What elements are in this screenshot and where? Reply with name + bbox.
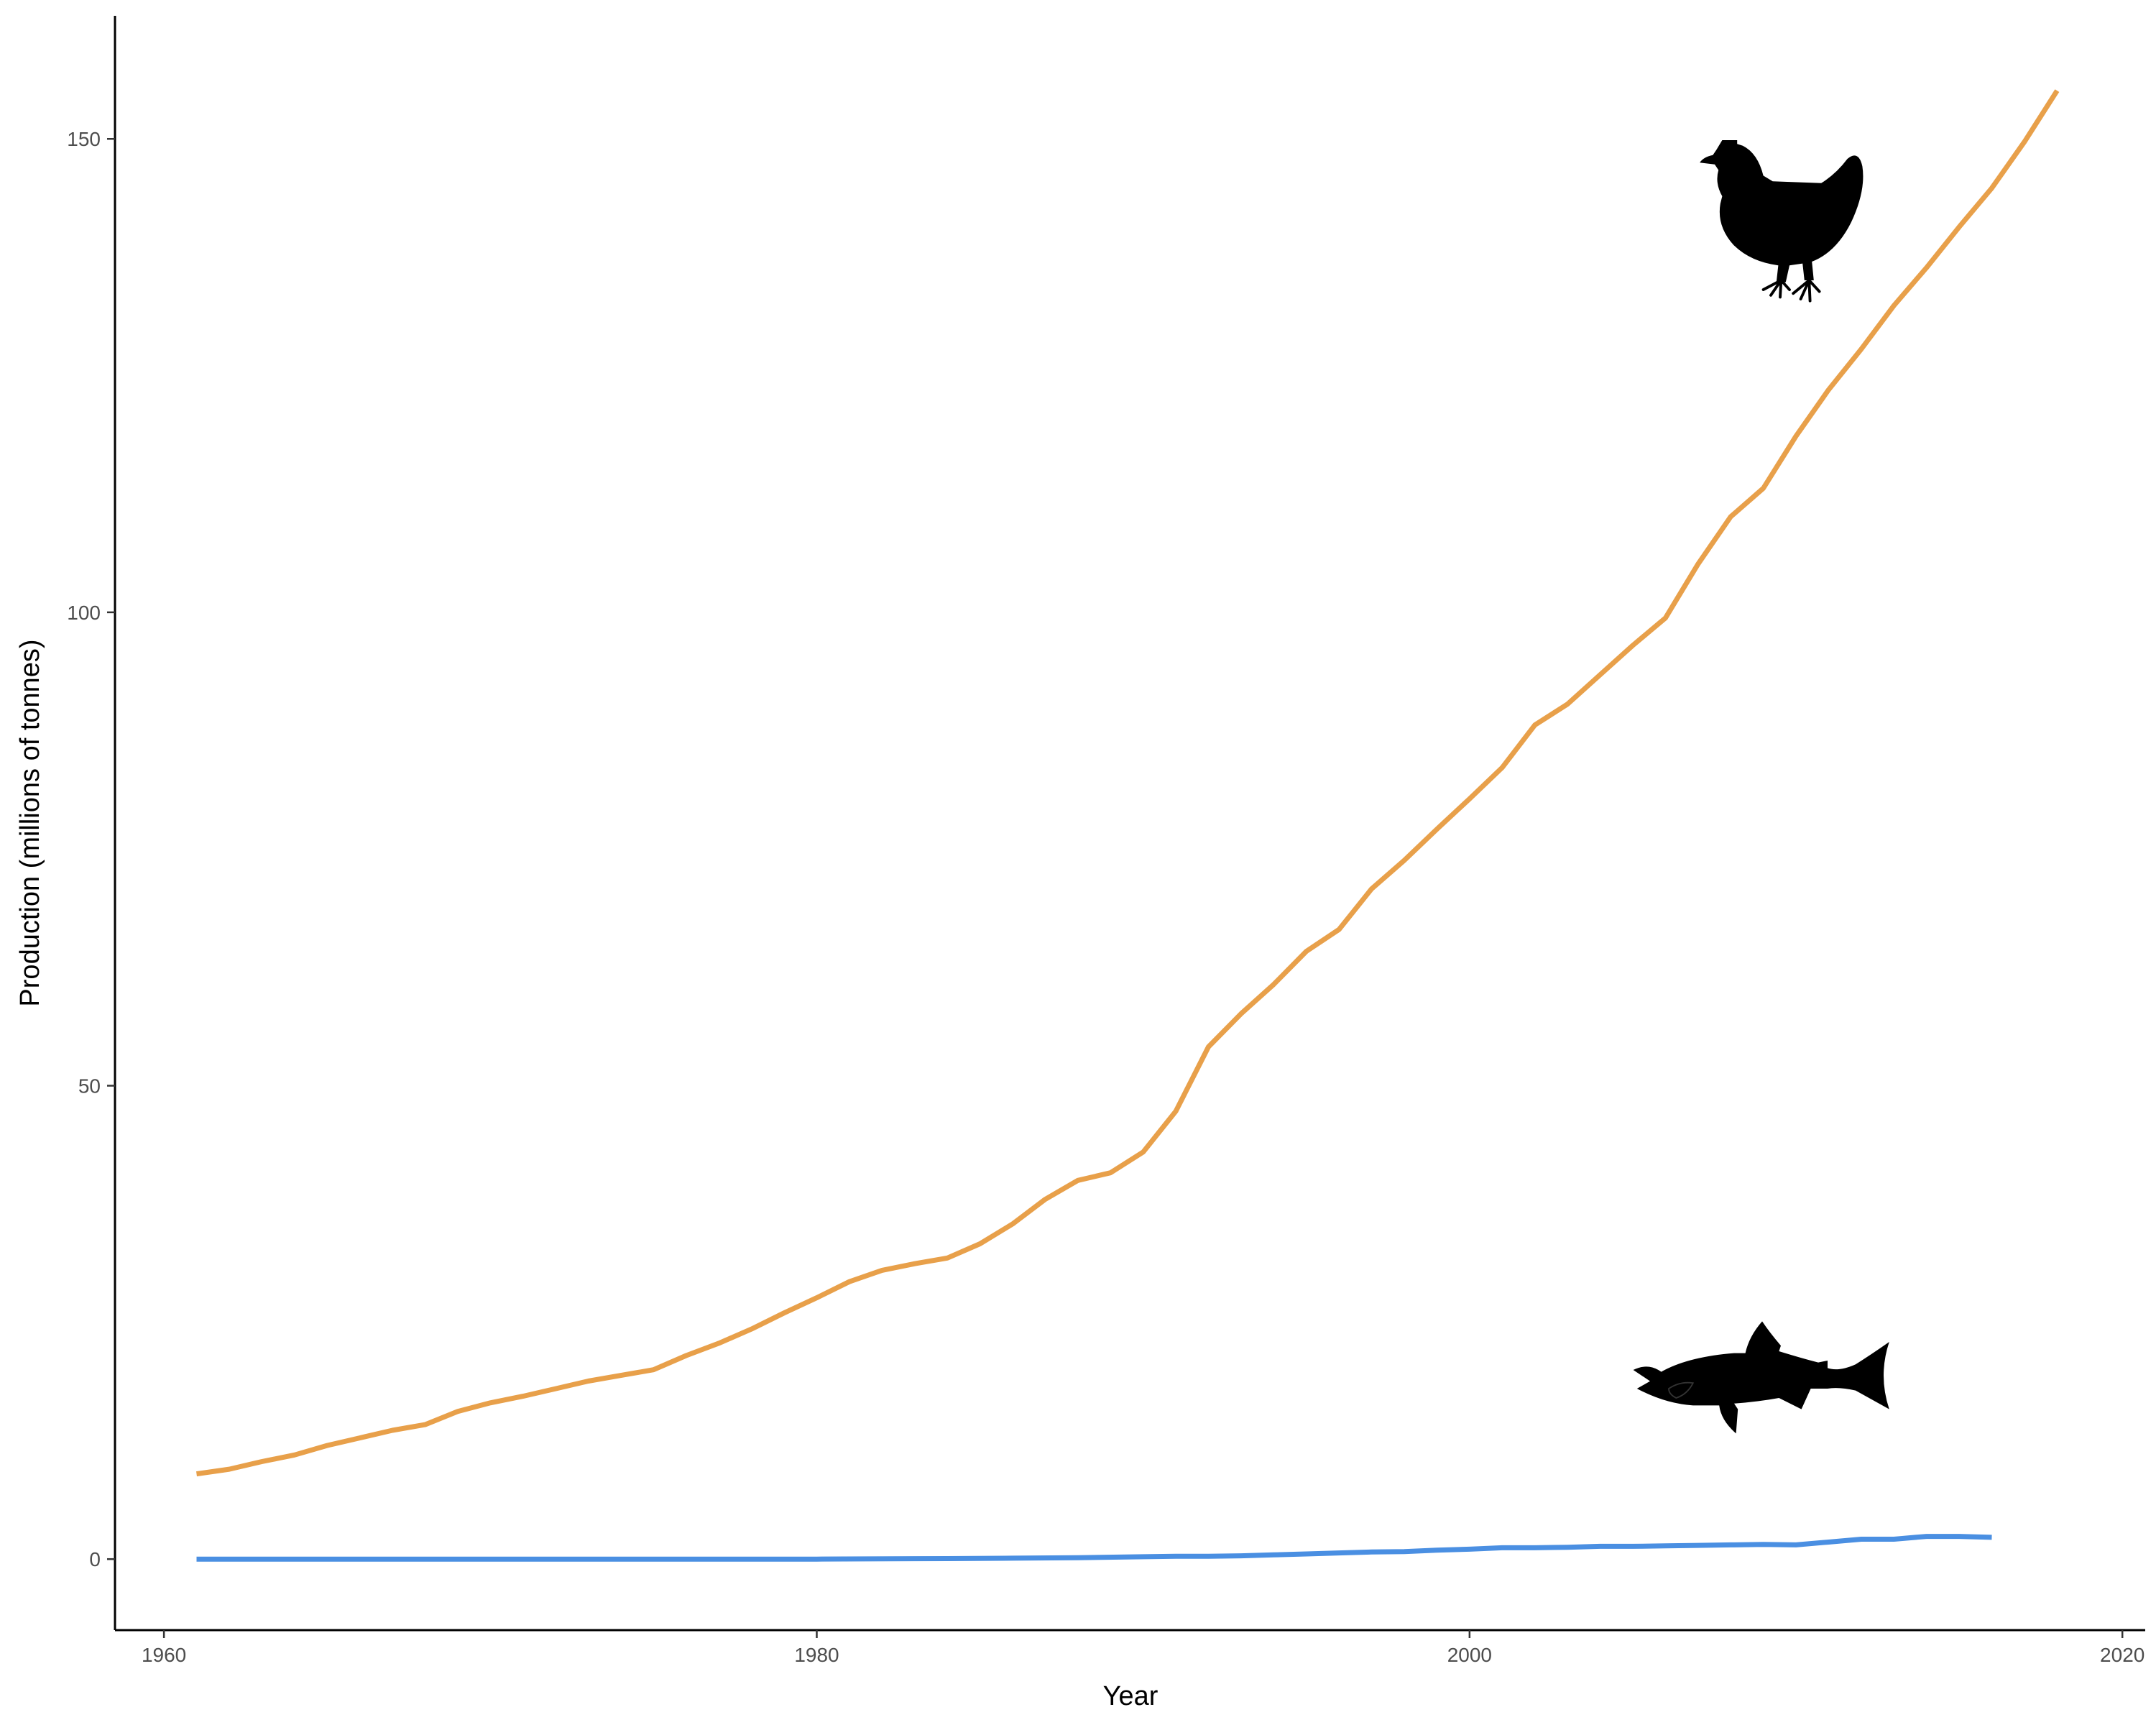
x-tick-label: 1960 xyxy=(142,1644,186,1666)
fish-icon xyxy=(1633,1321,1889,1434)
y-axis-title: Production (millions of tonnes) xyxy=(15,639,45,1006)
x-tick-label: 2000 xyxy=(1447,1644,1492,1666)
y-tick-label: 150 xyxy=(67,128,101,150)
y-axis-ticks: 0 50 100 150 xyxy=(67,128,115,1570)
x-axis-ticks: 1960 1980 2000 2020 xyxy=(142,1630,2145,1666)
x-axis-title: Year xyxy=(1103,1681,1158,1711)
y-tick-label: 100 xyxy=(67,602,101,624)
series-layer xyxy=(196,89,2060,1562)
series-line-1 xyxy=(196,89,2060,1477)
x-tick-label: 1980 xyxy=(794,1644,839,1666)
plot-area xyxy=(196,89,2060,1562)
y-tick-label: 50 xyxy=(78,1075,101,1098)
x-tick-label: 2020 xyxy=(2100,1644,2145,1666)
y-tick-label: 0 xyxy=(89,1548,101,1570)
chicken-icon xyxy=(1700,140,1864,303)
series-line-2 xyxy=(196,1534,1992,1562)
